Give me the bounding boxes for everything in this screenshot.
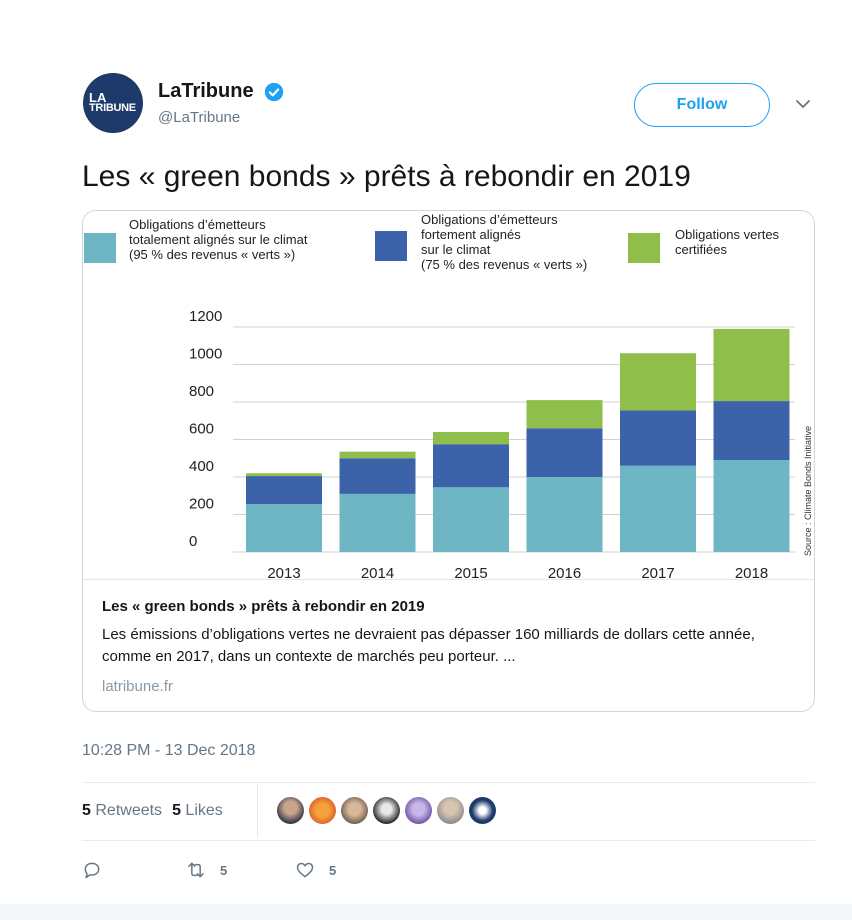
liker-avatar[interactable] [277,797,304,824]
author-info: LaTribune @LaTribune [158,80,284,126]
avatar-logo-line2: TRIBUNE [89,102,136,114]
card-image[interactable]: Obligations d’émetteurs totalement aligné… [83,211,814,582]
x-tick-label: 2017 [641,565,674,579]
x-tick-label: 2013 [267,565,300,579]
bar-segment [433,432,509,445]
bar-segment [246,476,322,505]
like-count: 5 [329,862,337,878]
likes-count: 5 [172,802,181,819]
bar-segment [620,353,696,411]
like-action[interactable]: 5 [295,860,336,880]
bar-segment [713,401,790,461]
legend-label: totalement alignés sur le climat [129,232,308,247]
chevron-down-icon[interactable] [795,98,811,110]
verified-badge-icon [264,82,284,101]
bar-segment [246,504,322,552]
retweets-label: Retweets [95,802,163,819]
author-avatar[interactable]: LA TRIBUNE [83,73,143,133]
bar-segment [246,473,322,477]
retweet-icon [188,862,204,878]
reply-icon [84,862,100,879]
retweet-count: 5 [220,862,228,878]
source-note: Source : Climate Bonds Initiative [803,426,813,556]
bar-segment [526,477,603,552]
bar-segment [526,400,603,429]
bar-segment [339,451,416,459]
liker-avatar[interactable] [341,797,368,824]
liker-avatar[interactable] [437,797,464,824]
retweets-stat[interactable]: 5 Retweets [82,802,162,819]
retweet-action[interactable]: 5 [186,860,227,880]
divider-top [82,782,815,783]
heart-icon [296,862,314,878]
legend-label: (95 % des revenus « verts ») [129,247,295,262]
liker-avatar[interactable] [405,797,432,824]
link-card[interactable]: Obligations d’émetteurs totalement aligné… [82,210,815,712]
bar-segment [339,458,416,494]
y-tick-label: 1200 [189,308,222,325]
legend-swatch [375,231,407,261]
bar-segment [713,460,790,552]
engagement-stats: 5 Retweets 5 Likes [82,802,223,820]
y-tick-label: 1000 [189,346,222,363]
page-footer-bar [0,904,852,920]
legend-swatch [628,233,660,263]
y-tick-label: 200 [189,496,214,513]
retweets-count: 5 [82,802,91,819]
author-handle[interactable]: @LaTribune [158,109,241,126]
x-tick-label: 2014 [361,565,394,579]
liker-avatar[interactable] [373,797,400,824]
bar-segment [339,493,416,552]
follow-button[interactable]: Follow [634,83,770,127]
x-tick-label: 2018 [735,565,768,579]
legend-label: (75 % des revenus « verts ») [421,257,587,272]
card-domain: latribune.fr [102,678,173,695]
bar-segment [620,410,696,466]
legend-label: Obligations d’émetteurs [129,217,266,232]
y-tick-label: 800 [189,383,214,400]
card-title: Les « green bonds » prêts à rebondir en … [102,598,425,615]
y-tick-label: 400 [189,458,214,475]
bar-segment [620,465,696,552]
legend-label: sur le climat [421,242,491,257]
likes-label: Likes [185,802,223,819]
liker-avatar[interactable] [309,797,336,824]
card-info[interactable]: Les « green bonds » prêts à rebondir en … [83,579,814,711]
divider-bottom [82,840,815,841]
tweet-timestamp[interactable]: 10:28 PM - 13 Dec 2018 [82,742,256,759]
y-tick-label: 600 [189,421,214,438]
reply-action[interactable] [82,860,116,880]
avatar-logo-line1: LA [89,90,107,105]
liker-avatar[interactable] [469,797,496,824]
bar-segment [526,428,603,477]
legend-label: Obligations vertes [675,227,780,242]
bar-segment [713,328,790,402]
bar-segment [433,444,509,488]
likes-stat[interactable]: 5 Likes [172,802,223,819]
legend-label: certifiées [675,242,728,257]
legend-swatch [84,233,116,263]
legend-label: fortement alignés [421,227,521,242]
bar-segment [433,487,509,552]
author-display-name[interactable]: LaTribune [158,80,254,102]
legend-label: Obligations d’émetteurs [421,212,558,227]
tweet-text: Les « green bonds » prêts à rebondir en … [82,160,691,193]
y-tick-label: 0 [189,533,197,550]
x-tick-label: 2015 [454,565,487,579]
card-description: Les émissions d’obligations vertes ne de… [102,626,755,665]
stats-separator [257,784,258,838]
x-tick-label: 2016 [548,565,581,579]
